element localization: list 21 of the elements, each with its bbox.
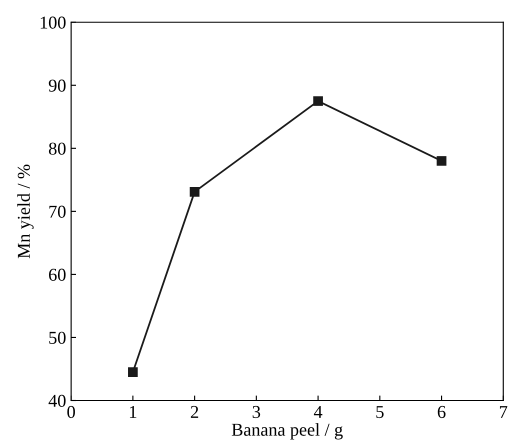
y-tick-label: 100: [40, 16, 66, 29]
x-tick-label: 1: [130, 406, 136, 418]
point: [190, 186, 200, 197]
x-tick-label: 3: [252, 406, 260, 418]
point: [313, 96, 323, 106]
point: [436, 156, 446, 166]
y-tick-label: 50: [49, 332, 66, 344]
y-tick-label: 70: [49, 206, 66, 218]
y-axis-title: Mn yield / %: [17, 164, 34, 258]
y-tick-label: 80: [48, 142, 66, 155]
y-tick-label: 60: [49, 268, 66, 281]
point: [128, 367, 138, 377]
x-tick-label: 2: [190, 406, 198, 418]
x-tick-label: 7: [500, 406, 508, 418]
x-tick-label: 5: [376, 406, 384, 418]
y-tick-label: 40: [48, 394, 66, 407]
x-tick-label: 0: [67, 406, 75, 418]
y-tick-label: 90: [48, 80, 66, 92]
x-tick-label: 6: [438, 406, 446, 418]
x-tick-label: 4: [314, 406, 322, 418]
x-axis-title: Banana peel / g: [232, 423, 343, 440]
